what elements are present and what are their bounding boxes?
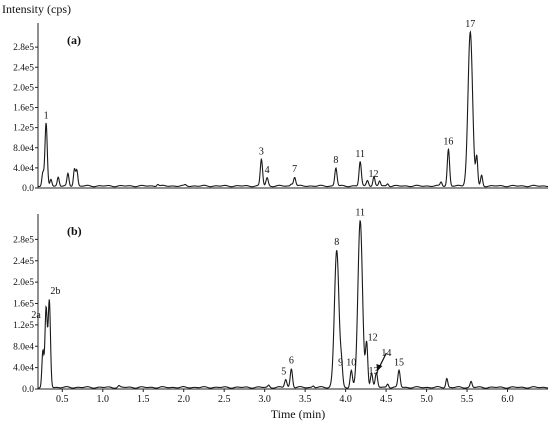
chromatogram-trace xyxy=(37,30,549,188)
peak-label: 10 xyxy=(346,357,356,368)
panel-a: 0.0 4.0e4 8.0e4 1.2e5 1.6e5 2.0e5 2.4e5 2.8e5 1 3… xyxy=(13,19,549,194)
x-tick-label: 1.5 xyxy=(137,394,150,405)
y-tick-label: 8.0e4 xyxy=(13,144,34,154)
peak-label: 1 xyxy=(44,111,49,122)
peak-label: 2a xyxy=(31,310,41,321)
y-tick-label: 2.4e5 xyxy=(13,257,34,267)
y-tick-label: 1.2e5 xyxy=(13,321,34,331)
y-tick-label: 0.0 xyxy=(22,184,34,194)
x-axis-title: Time (min) xyxy=(271,407,326,421)
y-tick-label: 2.0e5 xyxy=(13,83,34,93)
peak-label: 3 xyxy=(259,146,264,157)
y-tick-label: 2.8e5 xyxy=(13,43,34,53)
x-tick-label: 1.0 xyxy=(97,394,110,405)
x-tick-label: 5.0 xyxy=(420,394,433,405)
x-tick-label: 4.0 xyxy=(339,394,352,405)
x-tick-label: 2.5 xyxy=(218,394,231,405)
x-tick-label: 3.5 xyxy=(299,394,312,405)
peak-label: 15 xyxy=(394,357,404,368)
y-tick-label: 2.8e5 xyxy=(13,235,34,245)
peak-label: 12 xyxy=(368,169,378,180)
peak-label: 6 xyxy=(289,356,294,367)
peak-label: 4 xyxy=(265,165,270,176)
x-tick-label: 6.0 xyxy=(501,394,514,405)
peak-label: 8 xyxy=(334,237,339,248)
y-axis-title: Intensity (cps) xyxy=(2,2,71,16)
y-tick-label: 8.0e4 xyxy=(13,342,34,352)
x-tick-label: 0.5 xyxy=(56,394,69,405)
y-tick-label: 4.0e4 xyxy=(13,364,34,374)
chromatogram-trace xyxy=(37,220,549,389)
peak-label: 5 xyxy=(281,366,286,377)
x-tick-label: 2.0 xyxy=(177,394,190,405)
peak-label: 7 xyxy=(292,164,297,175)
y-tick-label: 1.2e5 xyxy=(13,124,34,134)
y-tick-label: 2.4e5 xyxy=(13,63,34,73)
x-tick-label: 3.0 xyxy=(258,394,271,405)
peak-label: 11 xyxy=(355,149,365,160)
y-tick-label: 1.6e5 xyxy=(13,104,34,114)
peak-label: 9 xyxy=(338,357,343,368)
x-tick-label: 4.5 xyxy=(380,394,393,405)
peak-label: 16 xyxy=(443,136,453,147)
y-tick-label: 1.6e5 xyxy=(13,300,34,310)
peak-label: 2b xyxy=(50,286,60,297)
peak-label: 8 xyxy=(333,155,338,166)
panel-b: 0.0 4.0e4 8.0e4 1.2e5 1.6e5 2.0e5 2.4e5 2.8e5 2a… xyxy=(13,208,549,395)
y-tick-label: 0.0 xyxy=(22,385,34,395)
annotation-arrow-head xyxy=(376,363,383,371)
peak-label: 17 xyxy=(465,19,475,30)
x-tick-label: 5.5 xyxy=(461,394,474,405)
panel-label: (a) xyxy=(67,33,81,47)
x-axis: 0.5 1.0 1.5 2.0 2.5 3.0 3.5 4.0 4.5 5.0 5.5 6.0 xyxy=(56,389,514,405)
y-tick-label: 2.0e5 xyxy=(13,278,34,288)
panel-label: (b) xyxy=(67,224,82,238)
peak-label: 13 xyxy=(369,366,379,377)
peak-label: 12 xyxy=(368,333,378,344)
y-tick-label: 4.0e4 xyxy=(13,164,34,174)
peak-label: 11 xyxy=(355,208,365,219)
